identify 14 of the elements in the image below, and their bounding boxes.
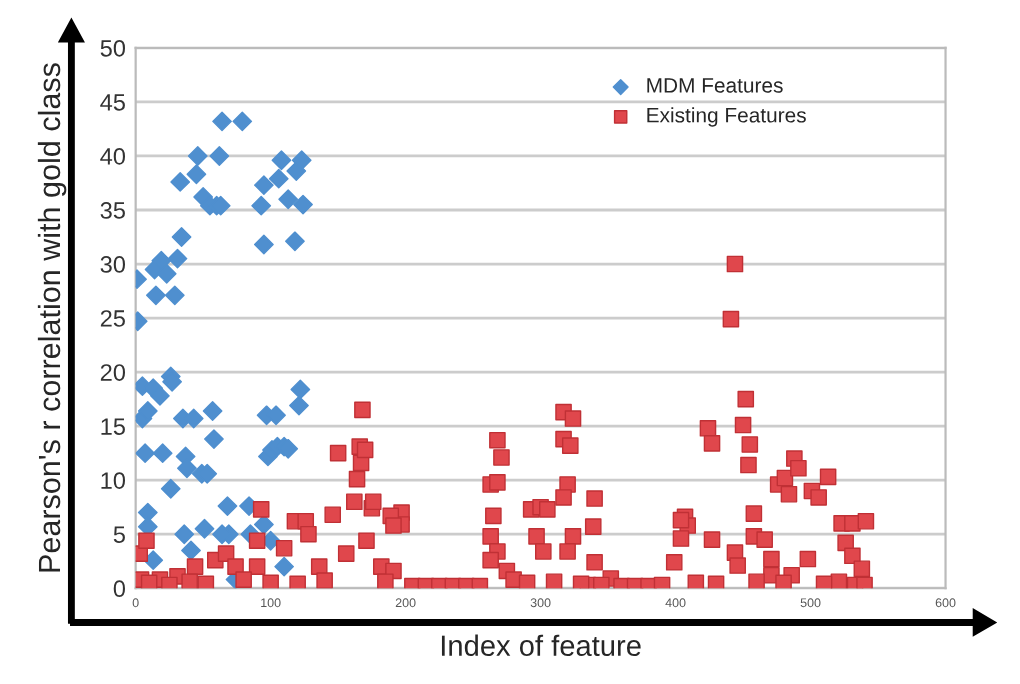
y-tick-label: 40 [100, 148, 126, 165]
x-axis-title: Index of feature [441, 634, 641, 657]
y-axis-title: Pearson's r correlation with gold class [37, 63, 67, 572]
legend-label: Existing Features [647, 107, 806, 127]
y-tick-label: 10 [101, 472, 126, 489]
y-tick-label: 5 [113, 526, 125, 543]
y-tick-label: 15 [101, 418, 125, 435]
y-tick-label: 20 [100, 364, 126, 381]
y-tick-label: 35 [100, 202, 125, 219]
y-tick-label: 50 [100, 39, 126, 57]
legend-label: MDM Features [647, 78, 783, 93]
y-tick-label: 25 [100, 310, 125, 327]
y-tick-label: 45 [100, 94, 125, 111]
y-tick-label: 30 [100, 256, 126, 273]
